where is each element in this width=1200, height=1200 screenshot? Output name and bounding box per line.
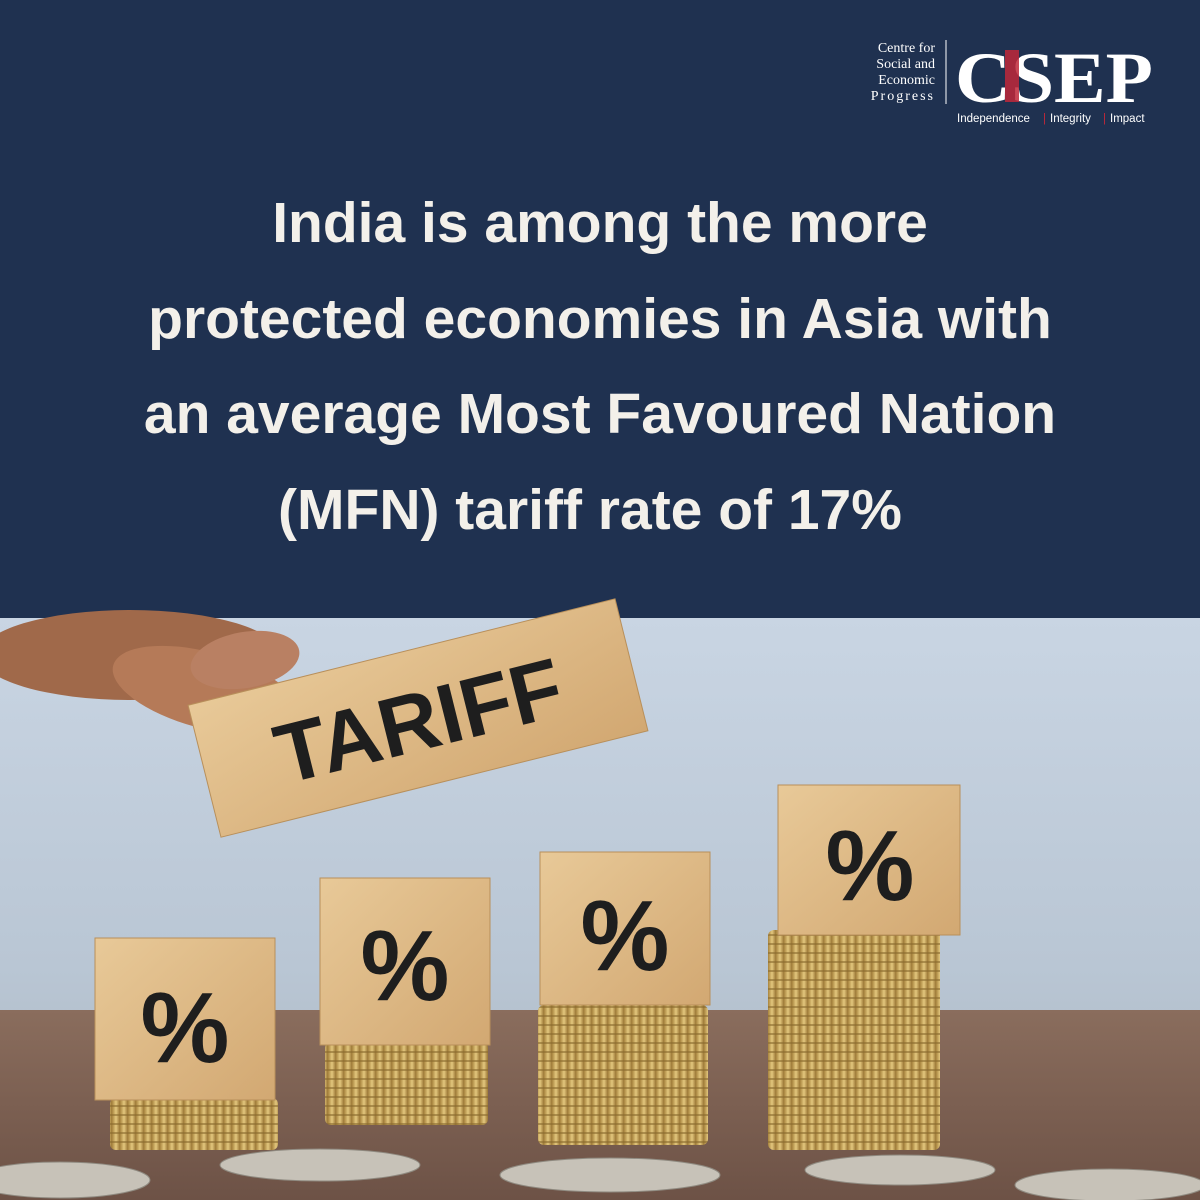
tagline-word: Impact (1110, 113, 1145, 125)
headline: India is among the more protected econom… (144, 191, 1056, 542)
block-labels: % % % % (141, 810, 915, 1084)
tagline-word: Independence (957, 113, 1030, 125)
tariff-block (187, 598, 649, 838)
wood-block (319, 877, 491, 1046)
logo: Centre for Social and Economic Progress (871, 41, 936, 104)
block-label: % (826, 810, 915, 922)
coin-stack (325, 1042, 488, 1125)
logo-tagline: Independence | Integrity | Impact (957, 113, 1145, 125)
blocks (94, 784, 961, 1101)
logo-accent (1005, 50, 1019, 102)
coin-stacks (110, 930, 940, 1150)
block-label: % (361, 910, 450, 1022)
logo-name-line: Social and (876, 57, 935, 72)
tagline-separator: | (1043, 113, 1046, 125)
header-band (0, 0, 1200, 618)
thumb (190, 630, 300, 690)
coin-stack (538, 1005, 708, 1145)
tagline-word: Integrity (1050, 113, 1091, 125)
headline-line: an average Most Favoured Nation (144, 382, 1056, 446)
wood-block (539, 851, 711, 1006)
tagline-separator: | (1103, 113, 1106, 125)
wood-block (94, 937, 276, 1101)
block-label: % (581, 880, 670, 992)
headline-line: protected economies in Asia with (148, 287, 1052, 351)
logo-name-line: Economic (878, 73, 935, 88)
loose-coins (0, 1148, 1200, 1200)
wood-block (777, 784, 961, 936)
logo-name-line: Progress (871, 89, 935, 104)
headline-line: (MFN) tariff rate of 17% (278, 478, 902, 542)
logo-wordmark: CSEP (955, 38, 1153, 118)
coin-stack (110, 1098, 278, 1150)
coin-stack (768, 930, 940, 1150)
logo-name-line: Centre for (878, 41, 935, 56)
headline-line: India is among the more (272, 191, 928, 255)
block-label: % (141, 972, 230, 1084)
